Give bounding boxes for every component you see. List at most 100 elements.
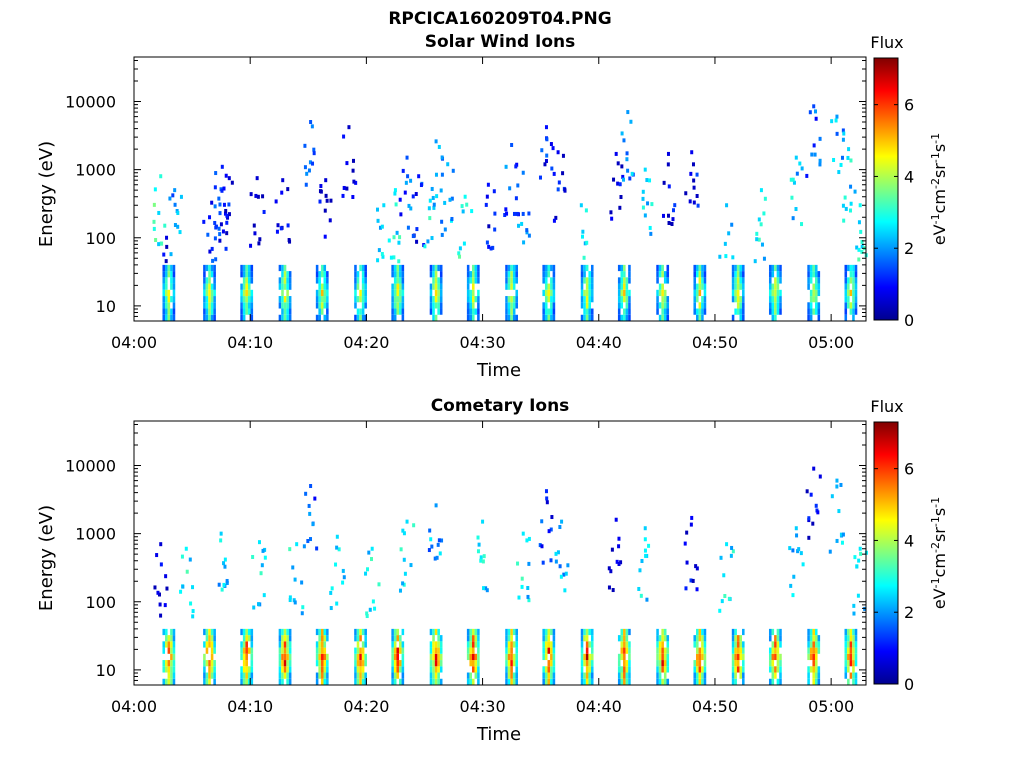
p1-band-cell [477, 672, 480, 679]
p0-band-cell [515, 277, 519, 284]
p1-band-cell [162, 666, 166, 673]
p1-band-cell [210, 647, 214, 654]
p0-band-cell [542, 264, 545, 272]
p0-data-point [813, 109, 817, 114]
p1-band-cell [734, 666, 737, 673]
p1-data-point [301, 605, 305, 610]
p0-data-point [446, 162, 450, 167]
p1-data-point [436, 542, 440, 547]
p1-data-point [481, 519, 485, 524]
p0-data-point [504, 164, 508, 169]
p1-band-cell [625, 628, 629, 636]
p0-data-point [324, 193, 328, 198]
p1-band-cell [552, 653, 556, 661]
p0-data-point [538, 175, 542, 180]
p1-band-cell [742, 666, 745, 673]
p1-band-cell [288, 641, 292, 648]
p1-band-cell [739, 635, 743, 642]
p1-band-cell [318, 672, 321, 679]
p1-data-point [409, 563, 413, 568]
p0-data-point [448, 197, 452, 202]
p0-data-point [257, 241, 261, 246]
p1-band-cell [167, 635, 171, 642]
p0-band-cell [396, 296, 400, 303]
p1-band-cell [550, 672, 553, 679]
p1-data-point [220, 587, 224, 592]
p0-band-cell [854, 296, 858, 303]
p1-band-cell [240, 672, 243, 679]
p0-data-point [556, 150, 560, 155]
p1-band-cell [701, 672, 704, 679]
p1-band-cell [768, 628, 772, 636]
p0-band-cell [474, 308, 478, 315]
p0-band-cell [698, 308, 702, 315]
p1-band-cell [666, 660, 670, 667]
p1-band-cell [507, 678, 511, 685]
p1-x-tick-label: 05:00 [808, 697, 854, 716]
p1-band-cell [359, 672, 362, 679]
p0-data-point [451, 168, 455, 173]
p0-data-point [561, 153, 565, 158]
p0-band-cell [364, 302, 367, 309]
p1-data-point [329, 590, 333, 595]
p1-band-cell [628, 678, 631, 685]
p1-band-cell [620, 653, 624, 661]
p1-data-point [816, 510, 820, 515]
p0-band-cell [696, 296, 699, 303]
p1-band-cell [471, 641, 475, 648]
p0-band-cell [170, 264, 173, 272]
p1-data-point [334, 562, 338, 567]
p0-band-cell [399, 296, 402, 303]
p0-band-cell [771, 289, 775, 297]
p1-band-cell [515, 628, 519, 636]
p1-data-point [547, 529, 551, 534]
p0-band-cell [583, 308, 586, 315]
p1-band-cell [278, 678, 282, 685]
p0-band-cell [283, 308, 287, 315]
p1-band-cell [354, 666, 357, 673]
p1-band-cell [550, 628, 553, 636]
p1-band-cell [693, 672, 697, 679]
p0-data-point [380, 224, 384, 229]
p1-data-point [251, 554, 255, 559]
p0-data-point [428, 216, 432, 221]
p1-band-cell [852, 641, 855, 648]
p1-band-cell [742, 678, 745, 685]
p0-band-cell [250, 296, 254, 303]
p1-band-cell [625, 635, 629, 642]
p0-band-cell [585, 302, 589, 309]
p1-band-cell [663, 678, 667, 685]
p0-band-cell [245, 271, 248, 278]
p0-band-cell [205, 302, 209, 309]
p1-data-point [257, 540, 261, 545]
p0-data-point [794, 207, 798, 212]
p1-band-cell [623, 635, 626, 642]
p0-band-cell [361, 314, 365, 321]
p0-data-point [457, 251, 461, 256]
p1-band-cell [703, 647, 707, 654]
p1-band-cell [432, 647, 435, 654]
p1-band-cell [852, 678, 855, 685]
p0-band-cell [242, 296, 246, 303]
p1-data-point [222, 561, 226, 566]
p1-data-point [399, 547, 403, 552]
p1-band-cell [469, 628, 472, 636]
p0-data-point [561, 171, 565, 176]
p1-band-cell [774, 635, 777, 642]
p0-band-cell [814, 289, 818, 297]
p1-band-cell [477, 628, 480, 636]
p0-band-cell [617, 296, 621, 303]
p0-band-cell [510, 302, 513, 309]
p1-band-cell [510, 678, 513, 685]
p1-data-point [818, 474, 822, 479]
p0-panel-title: Solar Wind Ions [425, 32, 576, 52]
p0-band-cell [250, 264, 254, 272]
p0-band-cell [807, 283, 810, 290]
p1-band-cell [326, 678, 329, 685]
p1-band-cell [205, 660, 209, 667]
p1-band-cell [666, 635, 670, 642]
p0-data-point [303, 143, 307, 148]
p0-data-point [208, 249, 212, 254]
p1-band-cell [391, 660, 394, 667]
p0-band-cell [208, 302, 211, 309]
